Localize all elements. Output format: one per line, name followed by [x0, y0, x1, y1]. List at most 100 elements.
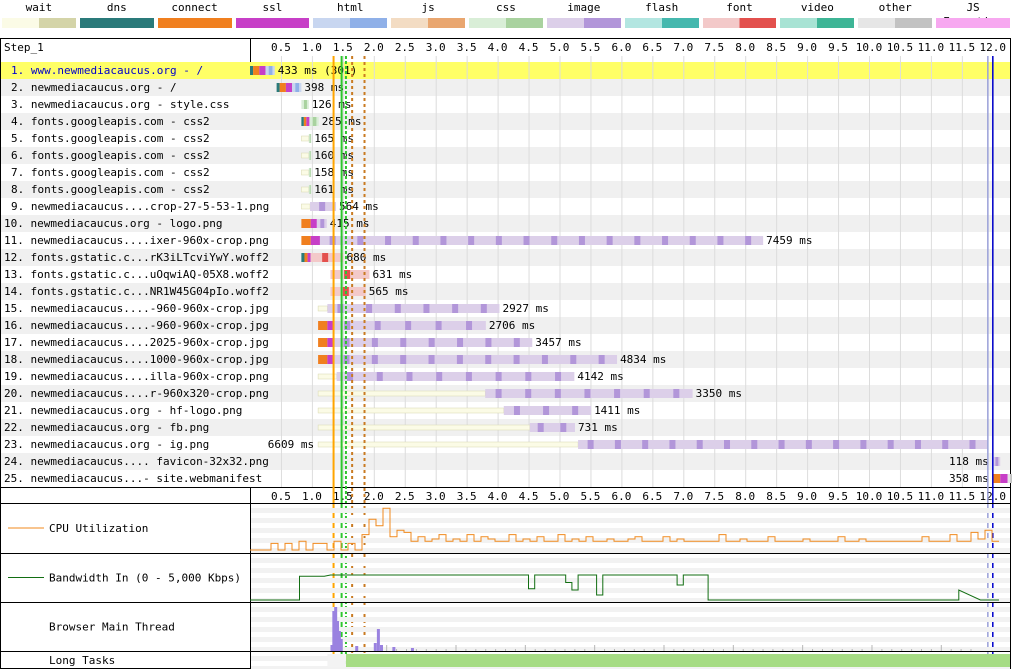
legend-swatch: [79, 18, 154, 28]
data-chunk: [495, 236, 502, 245]
data-chunk: [673, 389, 680, 398]
panel-stripe: [251, 518, 1010, 523]
data-chunk: [805, 440, 812, 449]
main-thread-tick: [405, 649, 407, 651]
data-chunk: [513, 406, 520, 415]
data-chunk: [319, 202, 326, 211]
main-thread-tick: [564, 649, 566, 651]
x-tick-label-top: 10.5: [887, 41, 914, 54]
legend: wait dns connect ssl html js css image flash font…: [0, 0, 1012, 32]
main-thread-tick: [970, 649, 972, 651]
legend-label: video: [800, 1, 834, 14]
request-url: newmediacaucus.org - logo.png: [31, 217, 223, 230]
request-label: 8. fonts.googleapis.com - css2: [11, 183, 210, 196]
main-thread-tick: [881, 649, 883, 651]
data-chunk: [689, 236, 696, 245]
dns-segment: [276, 83, 280, 92]
request-duration: 7459 ms: [766, 234, 812, 247]
legend-label: flash: [645, 1, 679, 14]
request-label: 3. newmediacaucus.org - style.css: [11, 98, 230, 111]
panel-stripe: [251, 528, 1010, 533]
x-tick-label-top: 4.0: [488, 41, 508, 54]
request-number: 1.: [11, 64, 24, 77]
cpu-line: [250, 507, 999, 551]
data-chunk: [523, 236, 530, 245]
data-chunk: [717, 236, 724, 245]
row-background: [1, 147, 1010, 164]
main-thread-tick: [831, 649, 833, 651]
legend-swatch: [624, 18, 699, 28]
main-thread-tick: [425, 649, 427, 651]
main-thread-tick: [772, 649, 774, 651]
legend-item-js-execution: JS Execution: [934, 0, 1012, 32]
x-tick-label-top: 9.0: [797, 41, 817, 54]
x-tick-label-top: 10.0: [856, 41, 883, 54]
data-chunk: [343, 355, 350, 364]
data-chunk: [860, 440, 867, 449]
request-number: 16.: [4, 319, 24, 332]
data-chunk: [456, 355, 463, 364]
data-chunk: [584, 389, 591, 398]
main-thread-tick: [475, 649, 477, 651]
request-number: 18.: [4, 353, 24, 366]
request-label: 18. newmediacaucus....1000-960x-crop.jpg: [4, 353, 269, 366]
main-thread-tick: [792, 649, 794, 651]
request-url: fonts.googleapis.com - css2: [31, 115, 210, 128]
main-thread-tick: [396, 649, 398, 651]
panel-label-long: Long Tasks: [49, 654, 115, 667]
data-chunk: [554, 389, 561, 398]
main-thread-tick: [435, 649, 437, 651]
legend-item-image: image: [545, 0, 623, 32]
row-background: [1, 198, 1010, 215]
data-chunk: [914, 440, 921, 449]
x-tick-label-bottom: 10.5: [887, 490, 914, 503]
legend-item-js: js: [389, 0, 467, 32]
main-thread-tick: [891, 649, 893, 651]
ssl-segment: [1000, 474, 1008, 483]
x-tick-label-bottom: 0.5: [271, 490, 291, 503]
ssl-segment: [306, 117, 310, 126]
data-chunk: [295, 83, 300, 92]
request-number: 24.: [4, 455, 24, 468]
legend-item-flash: flash: [623, 0, 701, 32]
request-label: 6. fonts.googleapis.com - css2: [11, 149, 210, 162]
request-number: 21.: [4, 404, 24, 417]
main-thread-tick: [604, 649, 606, 651]
x-tick-label-bottom: 6.0: [611, 490, 631, 503]
data-chunk: [344, 270, 351, 279]
data-chunk: [578, 236, 585, 245]
request-number: 9.: [11, 200, 24, 213]
download-segment: [336, 372, 575, 381]
wait-segment: [317, 407, 505, 414]
request-duration: 4142 ms: [577, 370, 623, 383]
request-number: 20.: [4, 387, 24, 400]
data-chunk: [440, 236, 447, 245]
request-number: 12.: [4, 251, 24, 264]
request-duration: 118 ms: [949, 455, 989, 468]
connect-segment: [303, 117, 307, 126]
data-chunk: [495, 372, 502, 381]
connect-segment: [253, 66, 260, 75]
main-thread-activity: [355, 646, 359, 651]
request-duration: 4834 ms: [620, 353, 666, 366]
request-url: newmediacaucus.org - /: [31, 81, 177, 94]
request-number: 17.: [4, 336, 24, 349]
x-tick-label-top: 5.5: [581, 41, 601, 54]
request-url: newmediacaucus....2025-960x-crop.jpg: [31, 336, 269, 349]
main-thread-tick: [534, 649, 536, 651]
data-chunk: [662, 236, 669, 245]
legend-swatch: [702, 18, 777, 28]
wait-segment: [301, 169, 310, 176]
main-thread-tick: [950, 649, 952, 651]
x-tick-label-top: 2.0: [364, 41, 384, 54]
request-label: 5. fonts.googleapis.com - css2: [11, 132, 210, 145]
panel-stripe: [251, 568, 1010, 573]
data-chunk: [525, 372, 532, 381]
main-thread-tick: [495, 649, 497, 651]
legend-label: dns: [106, 1, 127, 14]
row-background: [1, 164, 1010, 181]
legend-label: css: [496, 1, 516, 14]
request-number: 10.: [4, 217, 24, 230]
data-chunk: [309, 185, 311, 194]
row-background: [1, 215, 1010, 232]
